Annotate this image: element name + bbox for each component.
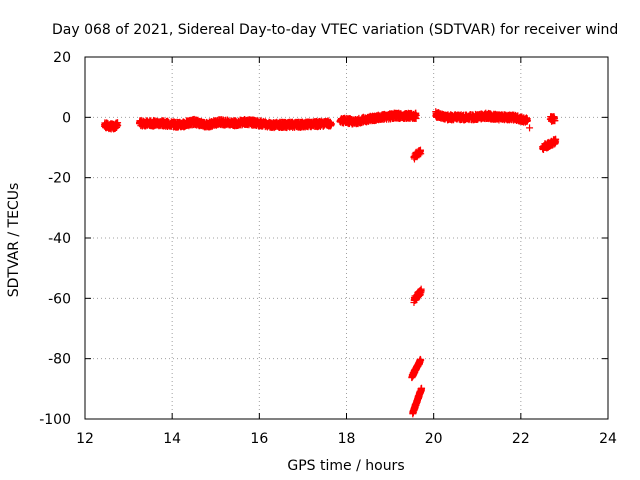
data-point-marker: [417, 385, 425, 393]
y-tick-label: 20: [53, 50, 71, 66]
grid: [85, 57, 608, 419]
x-tick-label: 14: [163, 431, 181, 447]
y-tick-label: -80: [48, 352, 71, 368]
y-tick-label: -100: [39, 412, 71, 428]
data-point-marker: [552, 137, 560, 145]
data-point-marker: [327, 121, 335, 129]
y-tick-label: -20: [48, 171, 71, 187]
data-point-marker: [417, 150, 425, 158]
data-point-marker: [114, 119, 122, 127]
data-point-marker: [417, 285, 425, 293]
data-point-marker: [526, 124, 534, 132]
x-tick-label: 16: [250, 431, 268, 447]
chart-title: Day 068 of 2021, Sidereal Day-to-day VTE…: [52, 22, 618, 38]
y-tick-label: -60: [48, 291, 71, 307]
y-tick-label: 0: [62, 110, 71, 126]
data-point-marker: [523, 116, 531, 124]
y-tick-label: -40: [48, 231, 71, 247]
x-axis-title: GPS time / hours: [287, 458, 404, 474]
data-point-marker: [416, 356, 424, 364]
axes: 12 14 16 18 20 22 24 20 0 -20 -40 -60 -80 -100: [39, 50, 617, 447]
x-tick-label: 22: [512, 431, 530, 447]
x-tick-label: 20: [425, 431, 443, 447]
data-point-marker: [551, 117, 559, 125]
data-points: [101, 108, 560, 418]
y-axis-title: SDTVAR / TECUs: [6, 183, 22, 298]
x-tick-label: 24: [599, 431, 617, 447]
x-tick-label: 12: [76, 431, 94, 447]
data-point-marker: [412, 115, 420, 123]
x-tick-label: 18: [338, 431, 356, 447]
